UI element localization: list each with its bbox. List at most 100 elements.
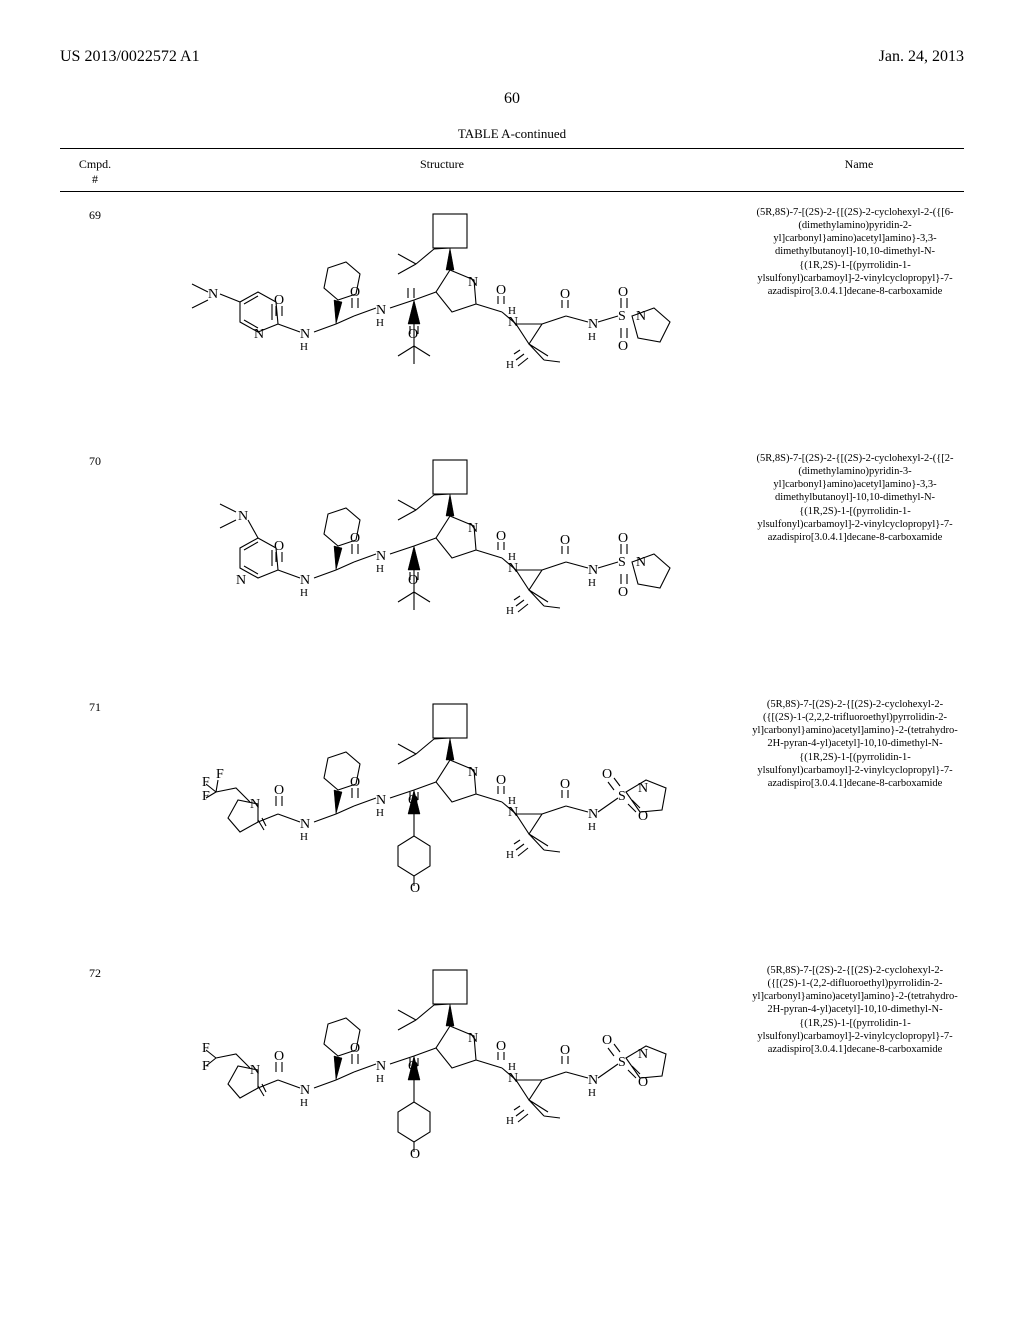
svg-text:H: H bbox=[300, 831, 308, 843]
svg-text:N: N bbox=[208, 287, 218, 302]
svg-text:H: H bbox=[376, 1073, 384, 1085]
svg-text:N: N bbox=[376, 303, 386, 318]
svg-text:N: N bbox=[588, 563, 598, 578]
svg-text:H: H bbox=[506, 605, 514, 617]
svg-text:S: S bbox=[618, 309, 626, 324]
page-header: US 2013/0022572 A1 Jan. 24, 2013 bbox=[60, 48, 964, 66]
svg-text:N: N bbox=[238, 509, 248, 524]
table-top-rule bbox=[60, 148, 964, 149]
svg-text:H: H bbox=[588, 821, 596, 833]
svg-text:F: F bbox=[202, 775, 210, 790]
cmpd-number: 69 bbox=[60, 200, 130, 223]
svg-text:H: H bbox=[506, 1115, 514, 1127]
svg-text:H: H bbox=[376, 807, 384, 819]
svg-text:O: O bbox=[560, 533, 570, 548]
svg-text:O: O bbox=[618, 339, 628, 354]
svg-text:H: H bbox=[506, 849, 514, 861]
svg-text:O: O bbox=[560, 777, 570, 792]
svg-text:F: F bbox=[202, 1059, 210, 1074]
svg-text:O: O bbox=[496, 773, 506, 788]
cmpd-number: 71 bbox=[60, 692, 130, 715]
svg-text:N: N bbox=[638, 1047, 648, 1062]
svg-text:N: N bbox=[300, 817, 310, 832]
col-header-cmpd-line1: Cmpd. bbox=[60, 157, 130, 172]
svg-text:O: O bbox=[274, 783, 284, 798]
svg-text:N: N bbox=[636, 309, 646, 324]
svg-text:H: H bbox=[588, 331, 596, 343]
cmpd-number: 72 bbox=[60, 958, 130, 981]
svg-text:S: S bbox=[618, 1055, 626, 1070]
svg-text:H: H bbox=[376, 563, 384, 575]
svg-text:O: O bbox=[350, 775, 360, 790]
svg-text:N: N bbox=[468, 275, 478, 290]
svg-text:N: N bbox=[508, 1071, 518, 1086]
svg-text:O: O bbox=[602, 767, 612, 782]
structure-cell: N O H N H O N H bbox=[130, 958, 746, 1216]
svg-text:N: N bbox=[300, 573, 310, 588]
svg-text:N: N bbox=[508, 561, 518, 576]
table-row: 72 N O H N H bbox=[60, 958, 964, 1216]
compound-name: (5R,8S)-7-[(2S)-2-{[(2S)-2-cyclohexyl-2-… bbox=[746, 446, 964, 544]
svg-text:O: O bbox=[496, 283, 506, 298]
cmpd-number: 70 bbox=[60, 446, 130, 469]
table-header-rule bbox=[60, 191, 964, 192]
svg-text:N: N bbox=[250, 797, 260, 812]
svg-text:N: N bbox=[638, 781, 648, 796]
table-column-headers: Cmpd. # Structure Name bbox=[60, 153, 964, 191]
svg-text:O: O bbox=[560, 287, 570, 302]
table-row: 71 N O H N H bbox=[60, 692, 964, 950]
svg-text:N: N bbox=[508, 805, 518, 820]
col-header-name: Name bbox=[754, 157, 964, 187]
svg-text:O: O bbox=[496, 529, 506, 544]
structure-diagram-icon: N O H N H bbox=[158, 204, 718, 434]
svg-text:O: O bbox=[350, 1041, 360, 1056]
col-header-structure: Structure bbox=[130, 157, 754, 187]
svg-text:N: N bbox=[376, 1059, 386, 1074]
svg-text:O: O bbox=[618, 585, 628, 600]
svg-text:O: O bbox=[496, 1039, 506, 1054]
svg-text:O: O bbox=[274, 539, 284, 554]
structure-cell: N O H N H bbox=[130, 200, 746, 438]
compound-name: (5R,8S)-7-[(2S)-2-{[(2S)-2-cyclohexyl-2-… bbox=[746, 200, 964, 298]
svg-text:N: N bbox=[588, 1073, 598, 1088]
col-header-cmpd: Cmpd. # bbox=[60, 157, 130, 187]
table-title: TABLE A-continued bbox=[60, 126, 964, 142]
svg-text:O: O bbox=[274, 1049, 284, 1064]
svg-text:N: N bbox=[376, 793, 386, 808]
svg-text:O: O bbox=[618, 531, 628, 546]
publication-number: US 2013/0022572 A1 bbox=[60, 48, 200, 66]
svg-text:H: H bbox=[300, 341, 308, 353]
svg-text:O: O bbox=[350, 531, 360, 546]
svg-text:N: N bbox=[300, 327, 310, 342]
col-header-cmpd-line2: # bbox=[60, 172, 130, 187]
svg-text:N: N bbox=[236, 573, 246, 588]
svg-text:H: H bbox=[588, 1087, 596, 1099]
structure-cell: N O H N H O N H bbox=[130, 446, 746, 684]
svg-text:N: N bbox=[588, 807, 598, 822]
svg-text:F: F bbox=[202, 1041, 210, 1056]
svg-text:N: N bbox=[508, 315, 518, 330]
structure-diagram-icon: N O H N H O N H bbox=[158, 962, 718, 1212]
structure-cell: N O H N H O N H bbox=[130, 692, 746, 950]
page-number: 60 bbox=[60, 90, 964, 108]
svg-text:H: H bbox=[300, 587, 308, 599]
svg-text:N: N bbox=[254, 327, 264, 342]
svg-text:N: N bbox=[468, 521, 478, 536]
svg-text:N: N bbox=[468, 1031, 478, 1046]
svg-text:N: N bbox=[250, 1063, 260, 1078]
svg-text:O: O bbox=[410, 1147, 420, 1162]
svg-text:O: O bbox=[410, 881, 420, 896]
svg-text:H: H bbox=[588, 577, 596, 589]
svg-text:F: F bbox=[216, 767, 224, 782]
svg-text:N: N bbox=[588, 317, 598, 332]
svg-text:N: N bbox=[376, 549, 386, 564]
svg-text:O: O bbox=[560, 1043, 570, 1058]
publication-date: Jan. 24, 2013 bbox=[879, 48, 964, 66]
table-row: 69 N O H N bbox=[60, 200, 964, 438]
svg-text:H: H bbox=[376, 317, 384, 329]
table-row: 70 N O H N H bbox=[60, 446, 964, 684]
compound-name: (5R,8S)-7-[(2S)-2-{[(2S)-2-cyclohexyl-2-… bbox=[746, 958, 964, 1056]
svg-text:H: H bbox=[506, 359, 514, 371]
svg-text:S: S bbox=[618, 789, 626, 804]
svg-text:N: N bbox=[468, 765, 478, 780]
